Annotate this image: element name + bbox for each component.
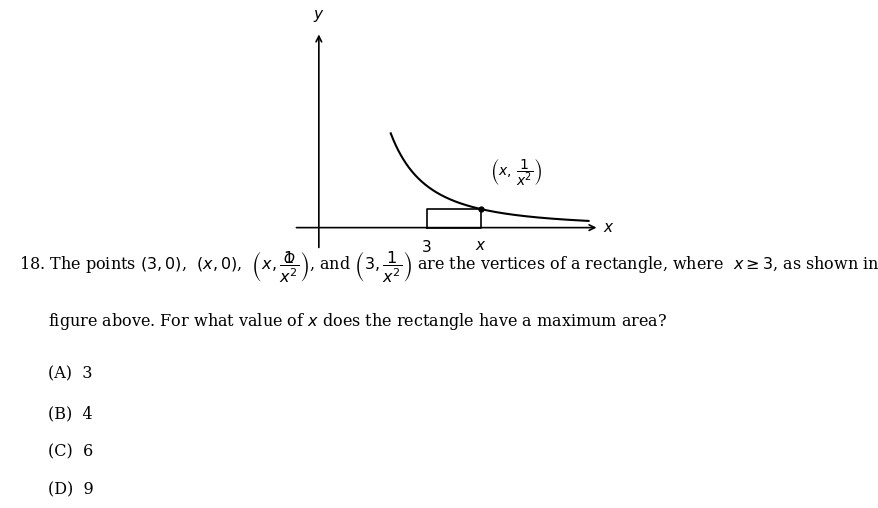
Text: (A)  3: (A) 3 [48, 365, 93, 383]
Text: (C)  6: (C) 6 [48, 443, 93, 460]
Text: figure above. For what value of $x$ does the rectangle have a maximum area?: figure above. For what value of $x$ does… [48, 311, 666, 332]
Text: $\left(x,\,\dfrac{1}{x^2}\right)$: $\left(x,\,\dfrac{1}{x^2}\right)$ [489, 157, 541, 188]
Text: $O$: $O$ [283, 252, 295, 266]
Text: $x$: $x$ [602, 220, 614, 235]
Text: (D)  9: (D) 9 [48, 481, 94, 498]
Text: $x$: $x$ [474, 239, 486, 253]
Text: $y$: $y$ [313, 8, 324, 24]
Text: (B)  4: (B) 4 [48, 406, 93, 423]
Text: 18. The points $(3, 0)$,  $(x, 0)$,  $\left(x, \dfrac{1}{x^2}\right)$, and $\lef: 18. The points $(3, 0)$, $(x, 0)$, $\lef… [19, 249, 878, 285]
Text: $3$: $3$ [421, 239, 431, 255]
